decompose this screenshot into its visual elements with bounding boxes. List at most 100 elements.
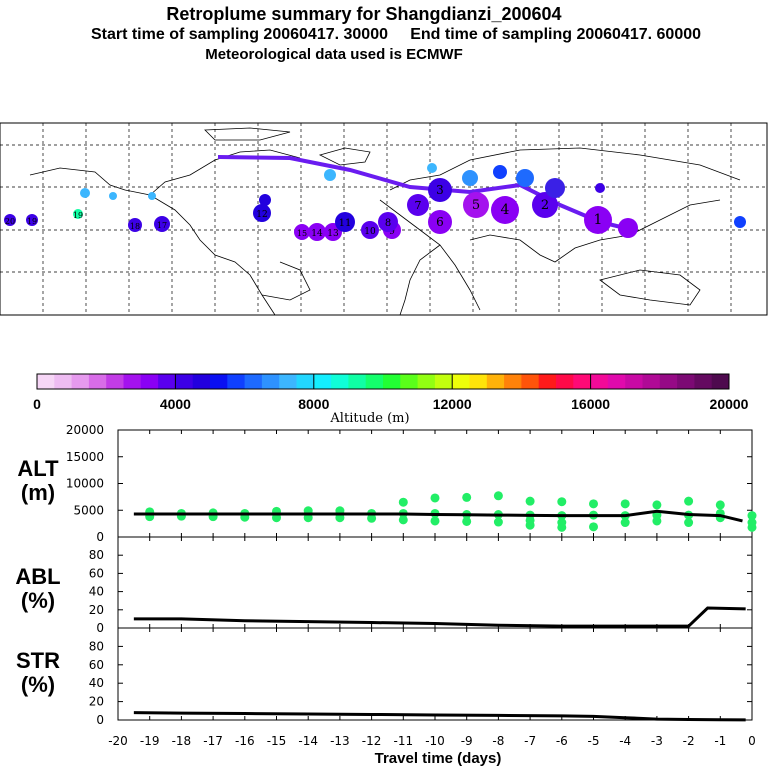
plume-marker-label: 11 bbox=[339, 218, 352, 229]
colorbar-swatch bbox=[365, 374, 384, 389]
map-coastline bbox=[261, 261, 311, 301]
x-tick-label: -8 bbox=[492, 734, 504, 748]
plume-marker bbox=[428, 178, 452, 202]
plume-marker bbox=[80, 188, 90, 198]
abl-unit: (%) bbox=[21, 588, 55, 613]
x-tick-label: -18 bbox=[172, 734, 192, 748]
plume-marker bbox=[361, 221, 379, 239]
plume-marker-label: 5 bbox=[472, 198, 480, 213]
abl-y-tick-label: 60 bbox=[89, 566, 104, 580]
plume-marker bbox=[378, 212, 398, 232]
plume-marker-label: 15 bbox=[297, 229, 307, 238]
plume-marker bbox=[259, 194, 271, 206]
plume-marker bbox=[427, 163, 437, 173]
colorbar-swatch bbox=[106, 374, 124, 389]
colorbar-swatch bbox=[175, 374, 194, 389]
alt-scatter-point bbox=[747, 518, 757, 528]
plume-marker bbox=[516, 169, 534, 187]
alt-scatter-point bbox=[589, 499, 598, 509]
alt-unit: (m) bbox=[21, 480, 55, 505]
plume-marker-label: 2 bbox=[541, 198, 549, 213]
plume-marker-label: 7 bbox=[415, 199, 422, 212]
plume-marker-label: 3 bbox=[436, 183, 444, 197]
plume-marker bbox=[584, 206, 612, 234]
plume-marker-label: 10 bbox=[364, 227, 376, 237]
plume-marker-label: 19 bbox=[73, 211, 83, 220]
plume-marker bbox=[734, 216, 746, 228]
str-y-tick-label: 0 bbox=[96, 713, 104, 727]
colorbar-swatch bbox=[140, 374, 159, 389]
plume-marker bbox=[491, 196, 519, 224]
plume-marker-label: 18 bbox=[130, 222, 140, 231]
x-tick-label: -19 bbox=[140, 734, 160, 748]
alt-y-tick-label: 15000 bbox=[66, 450, 104, 464]
colorbar-swatch bbox=[313, 374, 332, 389]
plume-marker bbox=[154, 216, 170, 232]
plume-marker bbox=[428, 210, 452, 234]
colorbar-swatch bbox=[677, 374, 695, 389]
plume-marker bbox=[462, 170, 478, 186]
colorbar-swatch bbox=[625, 374, 643, 389]
colorbar-swatch bbox=[590, 374, 609, 389]
colorbar-tick-label: 16000 bbox=[571, 396, 610, 412]
str-panel-frame bbox=[117, 627, 753, 721]
colorbar-swatch bbox=[279, 374, 297, 389]
colorbar-swatch bbox=[37, 374, 55, 389]
met-data-line: Meteorological data used is ECMWF bbox=[205, 46, 463, 63]
abl-panel-frame bbox=[117, 536, 753, 629]
plume-marker bbox=[335, 212, 355, 232]
plume-marker bbox=[407, 194, 429, 216]
alt-scatter-point bbox=[684, 496, 694, 506]
plume-marker-label: 12 bbox=[256, 210, 267, 220]
plume-marker-label: 17 bbox=[157, 221, 167, 230]
alt-scatter-point bbox=[715, 500, 725, 510]
alt-scatter-point bbox=[557, 497, 567, 507]
alt-scatter-point bbox=[493, 491, 503, 501]
plume-marker-label: 13 bbox=[327, 229, 339, 239]
x-tick-label: 0 bbox=[748, 734, 756, 748]
colorbar-swatch bbox=[383, 374, 401, 389]
colorbar-swatch bbox=[123, 374, 142, 389]
map-coastline bbox=[29, 167, 276, 316]
str-y-tick-label: 40 bbox=[89, 676, 104, 690]
alt-scatter-point bbox=[747, 511, 757, 521]
x-axis-label: Travel time (days) bbox=[375, 750, 502, 767]
colorbar-swatch bbox=[504, 374, 522, 389]
colorbar-swatch bbox=[88, 374, 107, 389]
abl-y-tick-label: 20 bbox=[89, 603, 104, 617]
colorbar-swatch bbox=[452, 374, 470, 389]
plume-marker bbox=[532, 192, 558, 218]
plume-marker bbox=[308, 223, 326, 241]
alt-y-tick-label: 10000 bbox=[66, 477, 104, 491]
map-coastline bbox=[389, 147, 741, 191]
x-tick-label: -6 bbox=[556, 734, 568, 748]
colorbar-swatch bbox=[573, 374, 592, 389]
plume-marker-label: 20 bbox=[5, 217, 15, 226]
alt-scatter-point bbox=[398, 497, 408, 507]
colorbar-swatch bbox=[331, 374, 349, 389]
x-tick-label: -11 bbox=[393, 734, 413, 748]
colorbar-swatch bbox=[296, 374, 315, 389]
plume-marker bbox=[618, 218, 638, 238]
colorbar-swatch bbox=[659, 374, 678, 389]
abl-y-tick-label: 80 bbox=[89, 548, 104, 562]
x-tick-label: -5 bbox=[588, 734, 600, 748]
colorbar-swatch bbox=[434, 374, 453, 389]
colorbar-swatch bbox=[400, 374, 419, 389]
str-y-tick-label: 20 bbox=[89, 695, 104, 709]
alt-y-tick-label: 20000 bbox=[66, 423, 104, 437]
x-tick-label: -2 bbox=[683, 734, 695, 748]
plume-marker-label: 4 bbox=[501, 202, 510, 218]
alt-scatter-point bbox=[493, 517, 503, 527]
plume-marker bbox=[4, 214, 16, 226]
alt-scatter-point bbox=[620, 518, 630, 528]
alt-scatter-point bbox=[398, 515, 408, 525]
colorbar-frame bbox=[36, 373, 730, 390]
plume-marker-label: 6 bbox=[436, 215, 444, 229]
colorbar-tick-label: 8000 bbox=[298, 396, 329, 412]
plume-marker bbox=[253, 204, 271, 222]
x-tick-label: -12 bbox=[362, 734, 382, 748]
plume-marker bbox=[109, 192, 117, 200]
plume-marker-label: 19 bbox=[27, 217, 37, 226]
